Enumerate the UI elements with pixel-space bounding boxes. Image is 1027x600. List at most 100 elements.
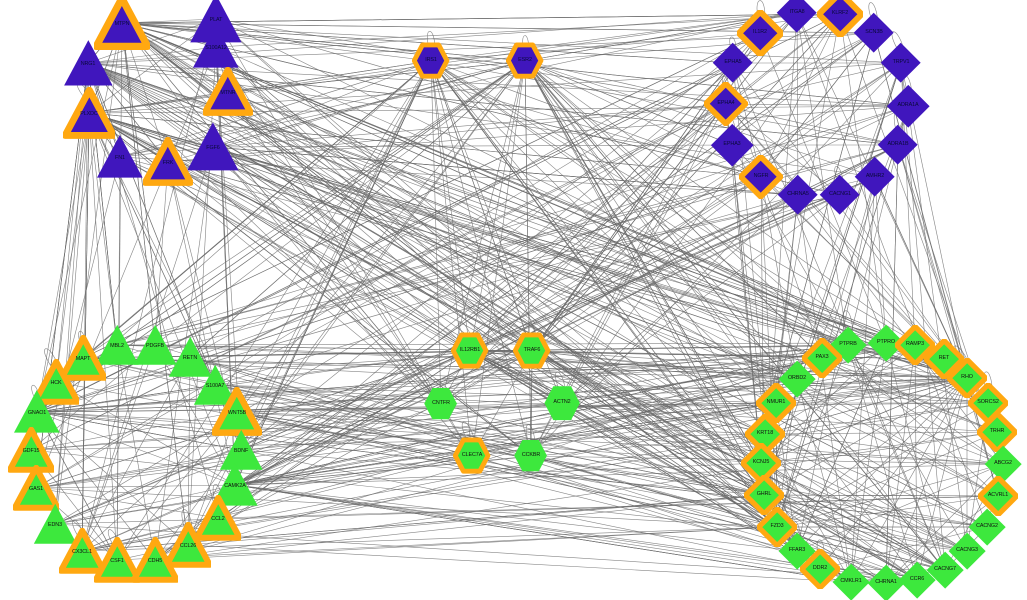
diamond-glyph (832, 563, 870, 600)
hexagon-glyph (514, 440, 548, 472)
graph-node-wnt5b[interactable]: WNT5B (212, 387, 262, 437)
graph-node-cckbr[interactable]: CCKBR (514, 440, 548, 472)
diamond-glyph (710, 123, 754, 167)
triangle-glyph (212, 387, 262, 437)
diamond-glyph (881, 43, 921, 83)
graph-node-pdgfb[interactable]: PDGFB (133, 324, 177, 365)
hexagon-glyph (506, 42, 544, 80)
diamond-glyph (968, 508, 1006, 546)
triangle-glyph (164, 521, 212, 568)
graph-node-mbl2[interactable]: MBL2 (95, 324, 139, 365)
graph-node-acvrl1[interactable]: ACVRL1 (977, 475, 1019, 517)
triangle-glyph (95, 324, 139, 365)
diamond-glyph (778, 532, 816, 570)
triangle-glyph (203, 67, 253, 117)
graph-node-gdf15[interactable]: GDF15 (7, 426, 55, 473)
graph-node-epha5[interactable]: EPHA5 (713, 43, 753, 83)
graph-node-trpv1[interactable]: TRPV1 (881, 43, 921, 83)
triangle-glyph (94, 0, 150, 51)
graph-node-frk[interactable]: FRK (143, 137, 193, 187)
triangle-glyph (190, 0, 242, 43)
graph-node-trhr[interactable]: TRHR (976, 411, 1018, 453)
graph-node-fgf6[interactable]: FGF6 (187, 122, 239, 171)
graph-node-itga8[interactable]: ITGA8 (777, 0, 817, 33)
graph-node-cdh5[interactable]: CDH5 (131, 536, 179, 583)
diamond-glyph (867, 564, 905, 600)
diamond-glyph (713, 43, 753, 83)
diamond-glyph (878, 125, 918, 165)
graph-node-ccr6[interactable]: CCR6 (898, 561, 936, 599)
hexagon-glyph (451, 332, 489, 370)
graph-node-cntfr[interactable]: CNTFR (424, 388, 458, 420)
graph-node-gas1[interactable]: GAS1 (12, 464, 60, 511)
triangle-glyph (219, 429, 263, 470)
triangle-glyph (12, 464, 60, 511)
graph-node-fn1[interactable]: FN1 (97, 135, 143, 178)
graph-node-adra1a[interactable]: ADRA1A (886, 84, 930, 128)
triangle-glyph (193, 25, 239, 68)
diamond-glyph (926, 551, 964, 589)
diamond-glyph (946, 357, 988, 399)
graph-node-ngfr[interactable]: NGFR (739, 155, 783, 199)
graph-node-amhr2[interactable]: AMHR2 (855, 157, 895, 197)
triangle-glyph (212, 463, 258, 506)
graph-node-abcg2[interactable]: ABCG2 (984, 445, 1022, 483)
diamond-glyph (886, 84, 930, 128)
hexagon-glyph (544, 386, 580, 420)
diamond-glyph (820, 175, 860, 215)
triangle-glyph (187, 122, 239, 171)
triangle-glyph (143, 137, 193, 187)
graph-node-chrna1[interactable]: CHRNA1 (867, 564, 905, 600)
diamond-glyph (799, 548, 841, 590)
graph-node-s100a12[interactable]: S100A12 (193, 25, 239, 68)
graph-node-irs1[interactable]: IRS1 (412, 42, 450, 80)
diamond-glyph (948, 532, 986, 570)
graph-node-cx3cl1[interactable]: CX3CL1 (58, 527, 106, 574)
diamond-glyph (743, 474, 785, 516)
graph-node-cacng1[interactable]: CACNG1 (820, 175, 860, 215)
diamond-glyph (867, 324, 905, 362)
graph-node-epha4[interactable]: EPHA4 (704, 82, 748, 126)
graph-node-ddr2[interactable]: DDR2 (799, 548, 841, 590)
graph-node-kcnj5[interactable]: KCNJ5 (740, 442, 782, 484)
diamond-glyph (756, 506, 798, 548)
diamond-glyph (778, 175, 818, 215)
graph-node-klrf2[interactable]: KLRF2 (816, 0, 864, 38)
diamond-glyph (984, 445, 1022, 483)
graph-node-nmur1[interactable]: NMUR1 (755, 382, 797, 424)
diamond-glyph (894, 324, 936, 366)
graph-node-traf6[interactable]: TRAF6 (513, 332, 551, 370)
triangle-glyph (131, 536, 179, 583)
diamond-glyph (898, 561, 936, 599)
diamond-glyph (923, 338, 965, 380)
graph-node-gnao1[interactable]: GNAO1 (14, 390, 60, 433)
diamond-glyph (778, 360, 816, 398)
graph-node-nrg1[interactable]: NRG1 (63, 39, 113, 86)
triangle-glyph (168, 336, 212, 377)
graph-node-esr2[interactable]: ESR2 (506, 42, 544, 80)
graph-node-mtnr[interactable]: MTNR (203, 67, 253, 117)
triangle-glyph (14, 390, 60, 433)
graph-node-actn2[interactable]: ACTN2 (544, 386, 580, 420)
graph-node-clec7a[interactable]: CLEC7A (453, 437, 491, 475)
triangle-glyph (194, 494, 242, 541)
triangle-glyph (59, 334, 107, 381)
diamond-glyph (736, 9, 784, 57)
triangle-glyph (93, 536, 141, 583)
graph-node-csf1[interactable]: CSF1 (93, 536, 141, 583)
graph-node-cmklr1[interactable]: CMKLR1 (832, 563, 870, 600)
hexagon-glyph (453, 437, 491, 475)
triangle-glyph (63, 39, 113, 86)
triangle-glyph (133, 324, 177, 365)
triangle-glyph (7, 426, 55, 473)
graph-node-il12rb1[interactable]: IL12RB1 (451, 332, 489, 370)
graph-node-mtpn[interactable]: MTPN (94, 0, 150, 51)
triangle-glyph (97, 135, 143, 178)
graph-node-chrna5[interactable]: CHRNA5 (778, 175, 818, 215)
diamond-glyph (977, 475, 1019, 517)
graph-node-ghrl[interactable]: GHRL (743, 474, 785, 516)
graph-node-plxdc[interactable]: PLXDC (62, 86, 116, 139)
triangle-glyph (32, 358, 80, 405)
